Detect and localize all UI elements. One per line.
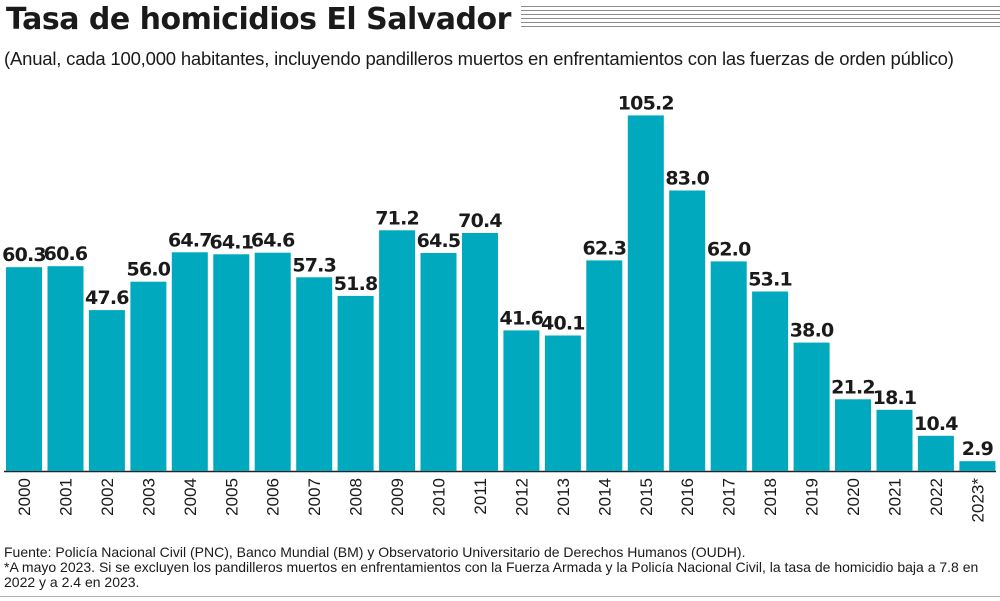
data-label: 70.4 (458, 210, 502, 232)
x-tick-label: 2010 (430, 478, 449, 516)
bar-2022 (917, 435, 954, 471)
x-tick-label: 2018 (761, 478, 780, 516)
x-tick-label: 2016 (678, 478, 697, 516)
source-line: Fuente: Policía Nacional Civil (PNC), Ba… (4, 544, 746, 560)
x-tick-label: 2002 (98, 478, 117, 516)
data-label: 60.3 (2, 244, 46, 266)
bar-2001 (47, 266, 84, 471)
x-tick-label: 2007 (305, 478, 324, 516)
data-label: 40.1 (541, 313, 585, 335)
data-label: 53.1 (748, 269, 792, 291)
bar-2010 (420, 253, 457, 471)
header-hatch-decoration (478, 6, 1000, 28)
footnote-line: *A mayo 2023. Si se excluyen los pandill… (4, 559, 979, 590)
data-label: 62.0 (707, 238, 751, 260)
bar-2002 (88, 310, 125, 471)
data-label: 47.6 (85, 287, 129, 309)
data-label: 105.2 (618, 92, 674, 114)
chart-title: Tasa de homicidios El Salvador (6, 2, 521, 37)
x-tick-label: 2014 (595, 478, 614, 516)
bar-chart: 60.3 2000 60.6 2001 47.6 2002 56.0 2003 64.7 2004… (2, 92, 996, 523)
data-label: 64.6 (251, 230, 295, 252)
x-tick-label: 2003 (139, 478, 158, 516)
bar-2000 (6, 267, 42, 471)
bar-2008 (337, 295, 374, 471)
data-label: 83.0 (665, 168, 709, 190)
data-label: 41.6 (500, 307, 544, 329)
data-label: 2.9 (962, 438, 993, 460)
x-tick-label: 2015 (637, 478, 656, 516)
x-tick-label: 2021 (886, 478, 905, 516)
x-tick-label: 2017 (720, 478, 739, 516)
data-label: 64.5 (417, 230, 461, 252)
data-label: 64.7 (168, 229, 212, 251)
x-tick-label: 2001 (57, 478, 76, 516)
x-tick-label: 2023* (968, 478, 987, 523)
bar-2020 (835, 399, 871, 471)
data-label: 64.1 (209, 231, 253, 253)
x-tick-label: 2006 (264, 478, 283, 516)
x-tick-label: 2012 (512, 478, 531, 516)
data-label: 18.1 (873, 387, 917, 409)
x-tick-label: 2020 (844, 478, 863, 516)
bottom-divider (0, 596, 1000, 597)
data-label: 71.2 (375, 207, 419, 229)
bar-2016 (669, 190, 706, 471)
bar-2005 (213, 254, 250, 471)
bar-2004 (171, 252, 208, 471)
data-label: 38.0 (790, 320, 834, 342)
bar-2013 (544, 335, 581, 471)
x-tick-label: 2008 (347, 478, 366, 516)
bar-2009 (379, 230, 416, 471)
data-label: 51.8 (334, 273, 378, 295)
bar-2007 (296, 277, 333, 471)
x-tick-label: 2005 (222, 478, 241, 516)
x-tick-label: 2022 (927, 478, 946, 516)
bar-2023 (959, 461, 996, 471)
data-label: 57.3 (292, 254, 336, 276)
bar-2018 (752, 291, 789, 471)
x-tick-label: 2004 (181, 478, 200, 516)
bar-2014 (586, 260, 623, 471)
bar-2003 (130, 281, 167, 471)
data-label: 62.3 (582, 237, 626, 259)
bar-2021 (876, 409, 913, 471)
x-tick-label: 2011 (471, 478, 490, 515)
bar-2015 (627, 115, 664, 472)
bar-2017 (710, 261, 747, 471)
x-tick-label: 2013 (554, 478, 573, 516)
bar-2012 (503, 330, 540, 471)
source-notes: Fuente: Policía Nacional Civil (PNC), Ba… (4, 545, 994, 590)
bar-2011 (462, 233, 498, 471)
x-tick-label: 2009 (388, 478, 407, 516)
bar-2006 (254, 252, 291, 471)
data-label: 60.6 (44, 243, 88, 265)
data-label: 21.2 (831, 376, 875, 398)
x-tick-label: 2019 (803, 478, 822, 516)
data-label: 10.4 (914, 413, 958, 435)
chart-subtitle: (Anual, cada 100,000 habitantes, incluye… (4, 48, 954, 69)
data-label: 56.0 (127, 259, 171, 281)
bar-2019 (793, 342, 830, 471)
x-tick-label: 2000 (15, 478, 34, 516)
